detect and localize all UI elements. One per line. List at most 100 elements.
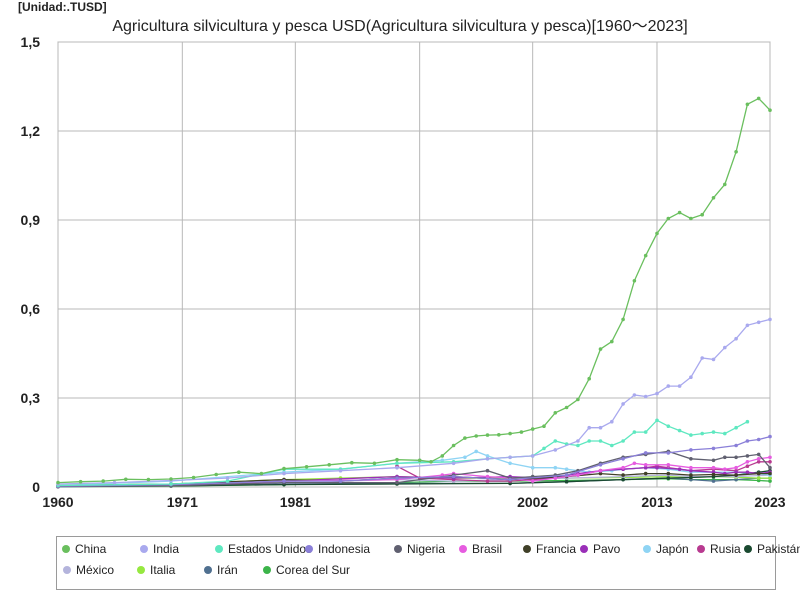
- data-point: [338, 468, 343, 473]
- data-point: [485, 433, 490, 437]
- data-point: [519, 430, 524, 434]
- series-line: [57, 435, 771, 487]
- data-point: [734, 465, 738, 470]
- data-point: [745, 323, 750, 328]
- data-point: [530, 465, 535, 470]
- data-point: [542, 446, 546, 451]
- legend-item: Italia: [137, 563, 175, 577]
- legend-item: Estados Unidos: [215, 542, 312, 556]
- data-point: [621, 457, 625, 461]
- data-point: [485, 457, 490, 461]
- data-point: [677, 428, 682, 433]
- data-point: [745, 470, 750, 475]
- data-point: [259, 471, 264, 476]
- data-point: [711, 465, 716, 470]
- data-point: [745, 439, 750, 443]
- data-point: [632, 279, 637, 283]
- data-point: [655, 231, 659, 236]
- data-point: [564, 467, 569, 472]
- legend-item: Japón: [643, 542, 689, 556]
- data-point: [191, 475, 196, 480]
- data-point: [304, 465, 309, 469]
- data-point: [768, 317, 772, 322]
- legend-swatch: [62, 545, 70, 553]
- data-point: [677, 210, 682, 215]
- data-point: [395, 457, 399, 462]
- legend-item: Pavo: [580, 542, 620, 556]
- data-point: [723, 182, 727, 187]
- legend-swatch: [394, 545, 402, 553]
- data-point: [768, 479, 772, 483]
- y-tick-label: 1,2: [21, 123, 41, 139]
- legend-swatch: [263, 566, 271, 574]
- data-point: [711, 430, 716, 434]
- data-point: [598, 425, 603, 430]
- data-point: [576, 439, 580, 443]
- data-point: [576, 473, 580, 477]
- series-line: [57, 97, 771, 484]
- data-point: [587, 425, 591, 430]
- data-point: [723, 467, 727, 472]
- axis-layer: 0 0,3 0,6 0,9 1,2 1,5 1960 1971 1981 1992 2002 2013…: [21, 34, 786, 510]
- data-point: [768, 476, 772, 480]
- data-point: [632, 393, 637, 397]
- data-point: [666, 451, 671, 455]
- legend-label: Italia: [150, 563, 176, 577]
- data-point: [576, 443, 580, 448]
- data-point: [56, 480, 60, 485]
- legend-label: Estados Unidos: [228, 542, 313, 556]
- data-point: [643, 471, 648, 476]
- data-point: [508, 461, 512, 466]
- legend-swatch: [523, 545, 531, 553]
- y-tick-label: 0: [32, 479, 40, 495]
- x-tick-label: 2013: [641, 494, 672, 510]
- data-point: [112, 480, 117, 485]
- data-point: [372, 461, 377, 466]
- legend-item: Pakistán: [744, 542, 800, 556]
- legend-item: Rusia: [697, 542, 741, 556]
- data-point: [214, 472, 218, 477]
- data-point: [768, 108, 772, 112]
- data-point: [485, 474, 490, 479]
- legend-item: Brasil: [459, 542, 502, 556]
- data-point: [451, 461, 456, 466]
- data-point: [101, 479, 105, 483]
- data-point: [485, 479, 490, 483]
- data-point: [734, 470, 738, 475]
- legend-swatch: [215, 545, 223, 553]
- data-point: [723, 345, 727, 350]
- legend-swatch: [697, 545, 705, 553]
- data-point: [768, 455, 772, 460]
- data-point: [643, 451, 648, 455]
- data-point: [756, 437, 761, 442]
- data-point: [768, 471, 772, 476]
- data-point: [124, 477, 128, 482]
- data-point: [768, 460, 772, 464]
- legend-label: Rusia: [710, 542, 741, 556]
- unit-label: [Unidad:.TUSD]: [18, 0, 107, 14]
- data-point: [745, 419, 750, 424]
- data-point: [677, 467, 682, 472]
- data-point: [700, 212, 704, 217]
- data-point: [542, 424, 546, 429]
- data-point: [734, 455, 738, 460]
- y-tick-label: 1,5: [21, 34, 41, 50]
- data-point: [643, 394, 648, 399]
- data-point: [689, 433, 693, 437]
- data-point: [689, 375, 693, 380]
- legend-item: Nigeria: [394, 542, 445, 556]
- data-point: [485, 454, 490, 458]
- data-point: [553, 439, 558, 443]
- legend-item: Indonesia: [305, 542, 370, 556]
- x-tick-label: 1971: [167, 494, 198, 510]
- data-point: [745, 454, 750, 458]
- legend-label: Nigeria: [407, 542, 446, 556]
- data-point: [169, 482, 173, 486]
- data-point: [610, 443, 614, 448]
- data-point: [756, 457, 761, 461]
- legend-swatch: [204, 566, 212, 574]
- data-point: [666, 424, 671, 429]
- data-point: [598, 471, 603, 476]
- data-point: [768, 465, 772, 470]
- data-point: [327, 463, 332, 467]
